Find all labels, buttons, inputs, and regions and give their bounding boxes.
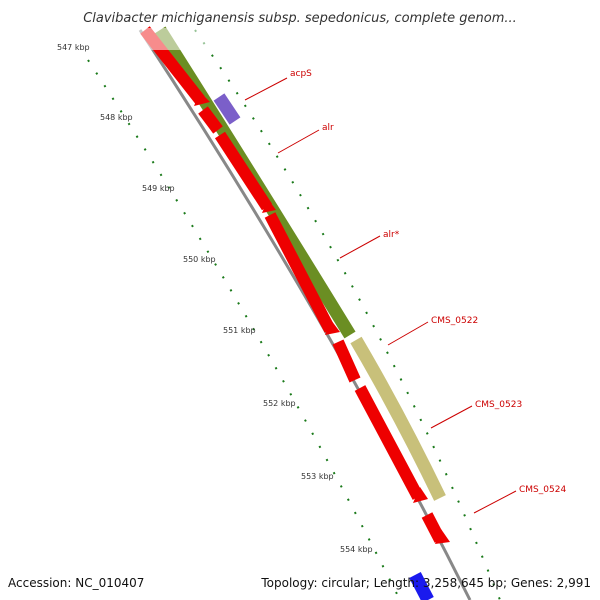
cds-block: [332, 339, 361, 383]
gene-leader-line: [339, 235, 381, 259]
outer-tick-dots: [194, 29, 501, 600]
gene-leader-line: [473, 490, 517, 514]
cds-block: [214, 131, 273, 211]
cds-track: [140, 26, 450, 544]
cds-arrow: [325, 320, 340, 335]
tick-label: 550 kbp: [183, 255, 216, 264]
tick-label: 547 kbp: [57, 43, 90, 52]
tick-label: 554 kbp: [340, 545, 373, 554]
gene-leader-line: [430, 405, 473, 429]
map-title: Clavibacter michiganensis subsp. sepedon…: [83, 11, 517, 26]
tick-label: 551 kbp: [223, 326, 256, 335]
cds-block: [354, 385, 424, 500]
cds-arrow: [194, 92, 210, 106]
tick-labels: 547 kbp 548 kbp 549 kbp 550 kbp 551 kbp …: [57, 43, 373, 554]
cog-track-khaki: [350, 336, 446, 501]
gene-label-acps: acpS: [290, 69, 312, 79]
cds-block: [198, 106, 223, 134]
cds-block: [421, 512, 446, 543]
summary-text: Topology: circular; Length: 3,258,645 bp…: [260, 576, 591, 590]
cds-block: [264, 212, 336, 333]
gene-leader-line: [387, 321, 429, 346]
cds-arrow: [262, 199, 276, 213]
tick-label: 549 kbp: [142, 184, 175, 193]
accession-text: Accession: NC_010407: [8, 576, 144, 590]
gene-leader-line: [244, 77, 288, 101]
tick-label: 553 kbp: [301, 472, 334, 481]
cog-segment-purple: [213, 93, 241, 125]
gene-label-cms-0523: CMS_0523: [475, 400, 522, 410]
cds-block-blue: [409, 572, 434, 600]
gene-label-cms-0522: CMS_0522: [431, 316, 478, 326]
gene-labels: acpS alr alr* CMS_0522 CMS_0523 CMS_0524: [244, 69, 566, 514]
cds-arrow: [413, 487, 428, 503]
gene-label-cms-0524: CMS_0524: [519, 485, 566, 495]
gene-leader-line: [277, 129, 320, 154]
genome-backbone: [138, 29, 472, 600]
gene-label-alr-star: alr*: [383, 230, 400, 240]
cds-arrow: [435, 529, 450, 544]
tick-label: 552 kbp: [263, 399, 296, 408]
tick-label: 548 kbp: [100, 113, 133, 122]
gene-label-alr: alr: [322, 123, 334, 133]
top-fade: [130, 28, 210, 50]
inner-tick-dots: [87, 59, 401, 600]
